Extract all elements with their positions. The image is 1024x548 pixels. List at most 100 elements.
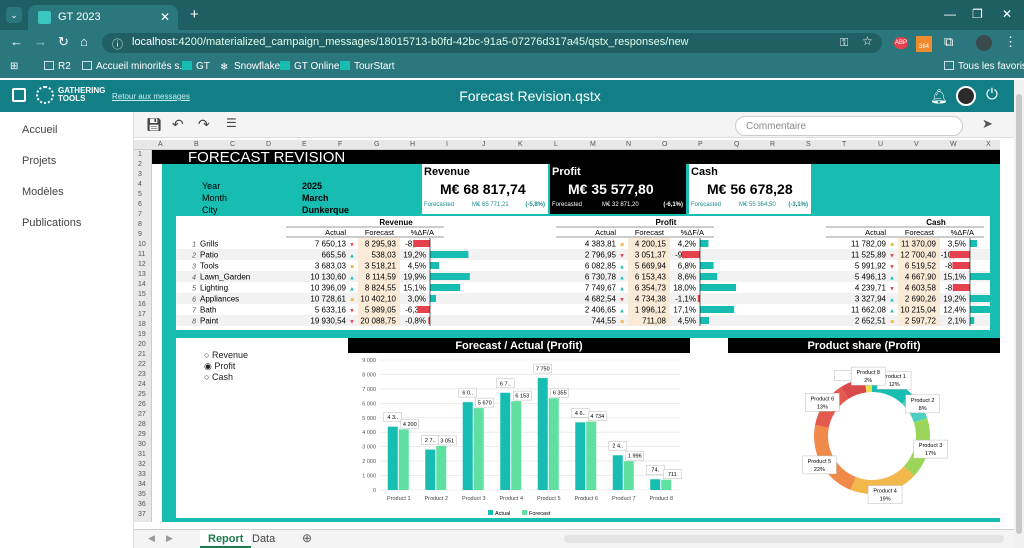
column-header[interactable]: R <box>770 141 776 148</box>
browser-tab[interactable]: GT 2023 ✕ <box>28 5 178 30</box>
row-header[interactable]: 33 <box>138 471 146 478</box>
sidebar-toggle-icon[interactable] <box>12 88 26 102</box>
row-header[interactable]: 30 <box>138 441 146 448</box>
row-header[interactable]: 18 <box>138 321 146 328</box>
minimize-icon[interactable]: — <box>944 7 956 21</box>
row-header[interactable]: 14 <box>138 281 146 288</box>
row-header[interactable]: 17 <box>138 311 146 318</box>
row-header[interactable]: 9 <box>138 231 142 238</box>
row-header[interactable]: 32 <box>138 461 146 468</box>
send-icon[interactable]: ➤ <box>982 116 993 131</box>
sheet-tab-report[interactable]: Report <box>200 530 252 548</box>
row-header[interactable]: 4 <box>138 181 142 188</box>
row-header[interactable]: 12 <box>138 261 146 268</box>
row-header[interactable]: 3 <box>138 171 142 178</box>
column-header[interactable]: L <box>554 141 558 148</box>
row-header[interactable]: 11 <box>138 251 146 258</box>
nav-item-publications[interactable]: Publications <box>22 217 82 229</box>
row-header[interactable]: 22 <box>138 361 146 368</box>
clear-format-icon[interactable]: ☰ <box>226 116 237 130</box>
extensions-puzzle-icon[interactable]: ⧉ <box>944 34 954 49</box>
password-key-icon[interactable]: ⚿ <box>840 37 849 49</box>
row-header[interactable]: 36 <box>138 501 146 508</box>
column-header[interactable]: G <box>374 141 380 148</box>
column-header[interactable]: X <box>986 141 991 148</box>
bookmark-snowflake[interactable]: ❄ Snowflake <box>220 61 281 73</box>
all-favorites[interactable]: Tous les favoris <box>944 61 1024 72</box>
notification-bell-icon[interactable]: 🔔︎ <box>930 88 948 104</box>
row-header[interactable]: 15 <box>138 291 146 298</box>
radio-cash[interactable]: ○ Cash <box>204 372 248 383</box>
vertical-scrollbar[interactable] <box>1014 80 1024 548</box>
row-header[interactable]: 5 <box>138 191 142 198</box>
nav-item-projets[interactable]: Projets <box>22 155 57 167</box>
measure-radio-group[interactable]: ○ Revenue ◉ Profit ○ Cash <box>204 350 248 383</box>
row-header[interactable]: 21 <box>138 351 146 358</box>
column-header[interactable]: I <box>446 141 448 148</box>
row-header[interactable]: 29 <box>138 431 146 438</box>
save-icon[interactable]: 💾︎ <box>146 117 163 132</box>
horizontal-scrollbar[interactable] <box>564 535 1004 543</box>
user-avatar[interactable] <box>956 86 976 106</box>
column-header[interactable]: H <box>410 141 416 148</box>
column-header[interactable]: J <box>482 141 486 148</box>
column-header[interactable]: T <box>842 141 847 148</box>
back-icon[interactable]: ← <box>10 34 23 49</box>
column-header[interactable]: U <box>878 141 884 148</box>
comment-input[interactable]: Commentaire <box>735 116 963 136</box>
row-header[interactable]: 28 <box>138 421 146 428</box>
column-header[interactable]: N <box>626 141 632 148</box>
column-header[interactable]: W <box>950 141 957 148</box>
bookmark-accueil[interactable]: Accueil minorités s... <box>82 61 188 72</box>
column-header[interactable]: V <box>914 141 919 148</box>
adblock-extension-icon[interactable]: ABP <box>894 37 908 49</box>
power-logout-icon[interactable]: ⏻ <box>986 86 998 103</box>
scrollbar-thumb[interactable] <box>1016 94 1022 534</box>
apps-grid-icon[interactable]: ⊞ <box>10 61 19 72</box>
browser-menu-icon[interactable]: ⋮ <box>1004 34 1017 49</box>
column-header[interactable]: A <box>158 141 163 148</box>
column-header[interactable]: P <box>698 141 703 148</box>
row-header[interactable]: 16 <box>138 301 146 308</box>
nav-item-modeles[interactable]: Modèles <box>22 186 64 198</box>
row-header[interactable]: 20 <box>138 341 146 348</box>
row-header[interactable]: 19 <box>138 331 146 338</box>
column-header[interactable]: B <box>194 141 199 148</box>
row-header[interactable]: 2 <box>138 161 142 168</box>
site-info-icon[interactable]: ⓘ <box>112 39 123 51</box>
row-header[interactable]: 8 <box>138 221 142 228</box>
tab-scroll-right-icon[interactable]: ▶ <box>166 533 173 543</box>
radio-revenue[interactable]: ○ Revenue <box>204 350 248 361</box>
column-header[interactable]: E <box>302 141 307 148</box>
extension-badge-icon[interactable]: 384 <box>916 36 932 52</box>
undo-icon[interactable]: ↶ <box>172 116 184 132</box>
redo-icon[interactable]: ↷ <box>198 116 210 132</box>
close-tab-icon[interactable]: ✕ <box>159 10 170 24</box>
row-header[interactable]: 34 <box>138 481 146 488</box>
row-header[interactable]: 7 <box>138 211 142 218</box>
column-header[interactable]: O <box>662 141 668 148</box>
column-header[interactable]: D <box>266 141 272 148</box>
row-header[interactable]: 6 <box>138 201 142 208</box>
row-header[interactable]: 13 <box>138 271 146 278</box>
row-header[interactable]: 24 <box>138 381 146 388</box>
bookmark-star-icon[interactable]: ☆ <box>862 34 873 48</box>
bookmark-gt-online[interactable]: GT Online <box>280 61 339 72</box>
bookmark-gt[interactable]: GT <box>182 61 210 72</box>
column-header[interactable]: C <box>230 141 236 148</box>
back-to-messages-link[interactable]: Retour aux messages <box>112 92 190 101</box>
column-header[interactable]: F <box>338 141 343 148</box>
radio-profit[interactable]: ◉ Profit <box>204 361 248 372</box>
row-header[interactable]: 27 <box>138 411 146 418</box>
row-header[interactable]: 31 <box>138 451 146 458</box>
profile-avatar[interactable] <box>976 35 992 51</box>
row-header[interactable]: 26 <box>138 401 146 408</box>
column-header[interactable]: S <box>806 141 811 148</box>
maximize-icon[interactable]: ❐ <box>972 7 983 21</box>
home-icon[interactable]: ⌂ <box>80 34 88 49</box>
close-window-icon[interactable]: ✕ <box>1002 7 1013 21</box>
column-header[interactable]: K <box>518 141 523 148</box>
row-header[interactable]: 37 <box>138 511 146 518</box>
column-header[interactable]: M <box>590 141 596 148</box>
row-header[interactable]: 35 <box>138 491 146 498</box>
